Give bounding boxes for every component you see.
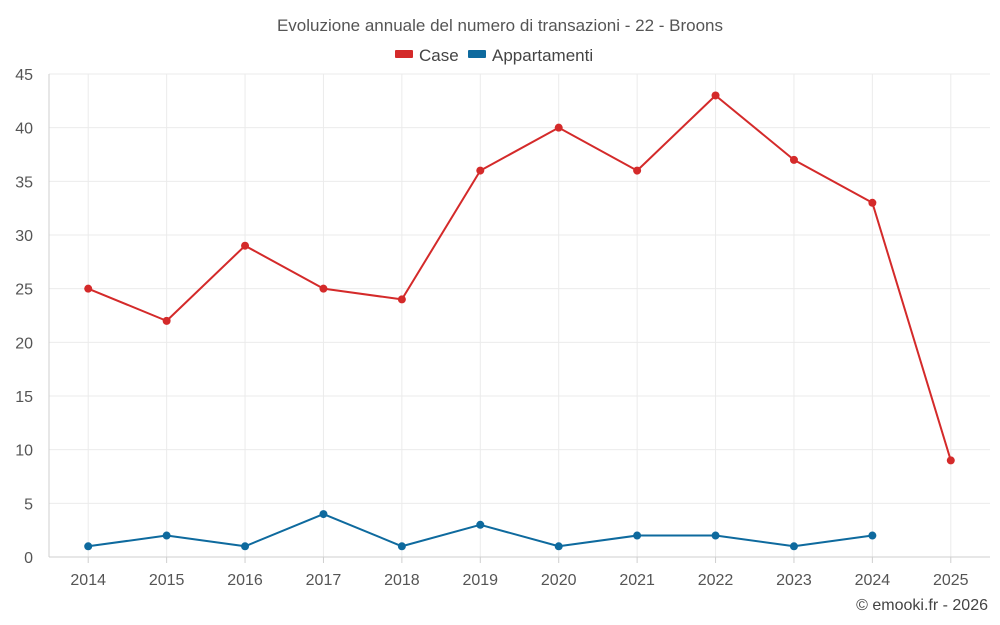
y-tick-label: 45 [15, 67, 33, 84]
data-point [241, 542, 250, 551]
data-point [162, 316, 171, 325]
y-tick-label: 10 [15, 443, 33, 460]
y-tick-label: 30 [15, 228, 33, 245]
x-tick-label: 2021 [619, 572, 655, 589]
x-tick-label: 2014 [70, 572, 106, 589]
x-tick-label: 2020 [541, 572, 577, 589]
legend-swatch [468, 50, 486, 58]
y-tick-label: 0 [24, 550, 33, 567]
data-point [789, 542, 798, 551]
series-line-0 [87, 94, 952, 461]
data-point [868, 531, 877, 540]
x-tick-label: 2022 [698, 572, 734, 589]
data-point [554, 542, 563, 551]
data-point [946, 456, 955, 465]
grid-lines [49, 73, 990, 557]
y-tick-label: 25 [15, 282, 33, 299]
credit-text: © emooki.fr - 2026 [856, 597, 988, 614]
x-tick-label: 2025 [933, 572, 969, 589]
data-point [711, 531, 720, 540]
data-point [476, 166, 485, 175]
data-point [711, 91, 720, 100]
x-tick-label: 2019 [462, 572, 498, 589]
x-tick-label: 2018 [384, 572, 420, 589]
data-point [319, 510, 328, 519]
series-layer [84, 91, 955, 551]
legend: Case Appartamenti [395, 46, 593, 65]
data-point [162, 531, 171, 540]
data-point [789, 155, 798, 164]
y-tick-label: 5 [24, 496, 33, 513]
data-point [241, 241, 250, 250]
y-tick-label: 20 [15, 335, 33, 352]
data-point [868, 198, 877, 207]
legend-label: Case [419, 46, 459, 65]
legend-label: Appartamenti [492, 46, 593, 65]
x-tick-label: 2016 [227, 572, 263, 589]
y-axis: 0 5 10 15 20 25 30 35 40 45 [15, 67, 50, 567]
y-tick-label: 35 [15, 174, 33, 191]
data-point [554, 123, 563, 132]
data-point [397, 542, 406, 551]
data-point [476, 520, 485, 529]
data-point [319, 284, 328, 293]
y-tick-label: 40 [15, 121, 33, 138]
data-point [84, 542, 93, 551]
legend-swatch [395, 50, 413, 58]
data-point [633, 166, 642, 175]
y-tick-label: 15 [15, 389, 33, 406]
x-axis: 2014 2015 2016 2017 2018 2019 2020 2021 2022 2023… [49, 556, 990, 589]
data-point [633, 531, 642, 540]
x-tick-label: 2024 [855, 572, 891, 589]
data-point [397, 295, 406, 304]
x-tick-label: 2015 [149, 572, 185, 589]
x-tick-label: 2023 [776, 572, 812, 589]
data-point [84, 284, 93, 293]
x-tick-label: 2017 [306, 572, 342, 589]
chart-title: Evoluzione annuale del numero di transaz… [277, 16, 723, 35]
